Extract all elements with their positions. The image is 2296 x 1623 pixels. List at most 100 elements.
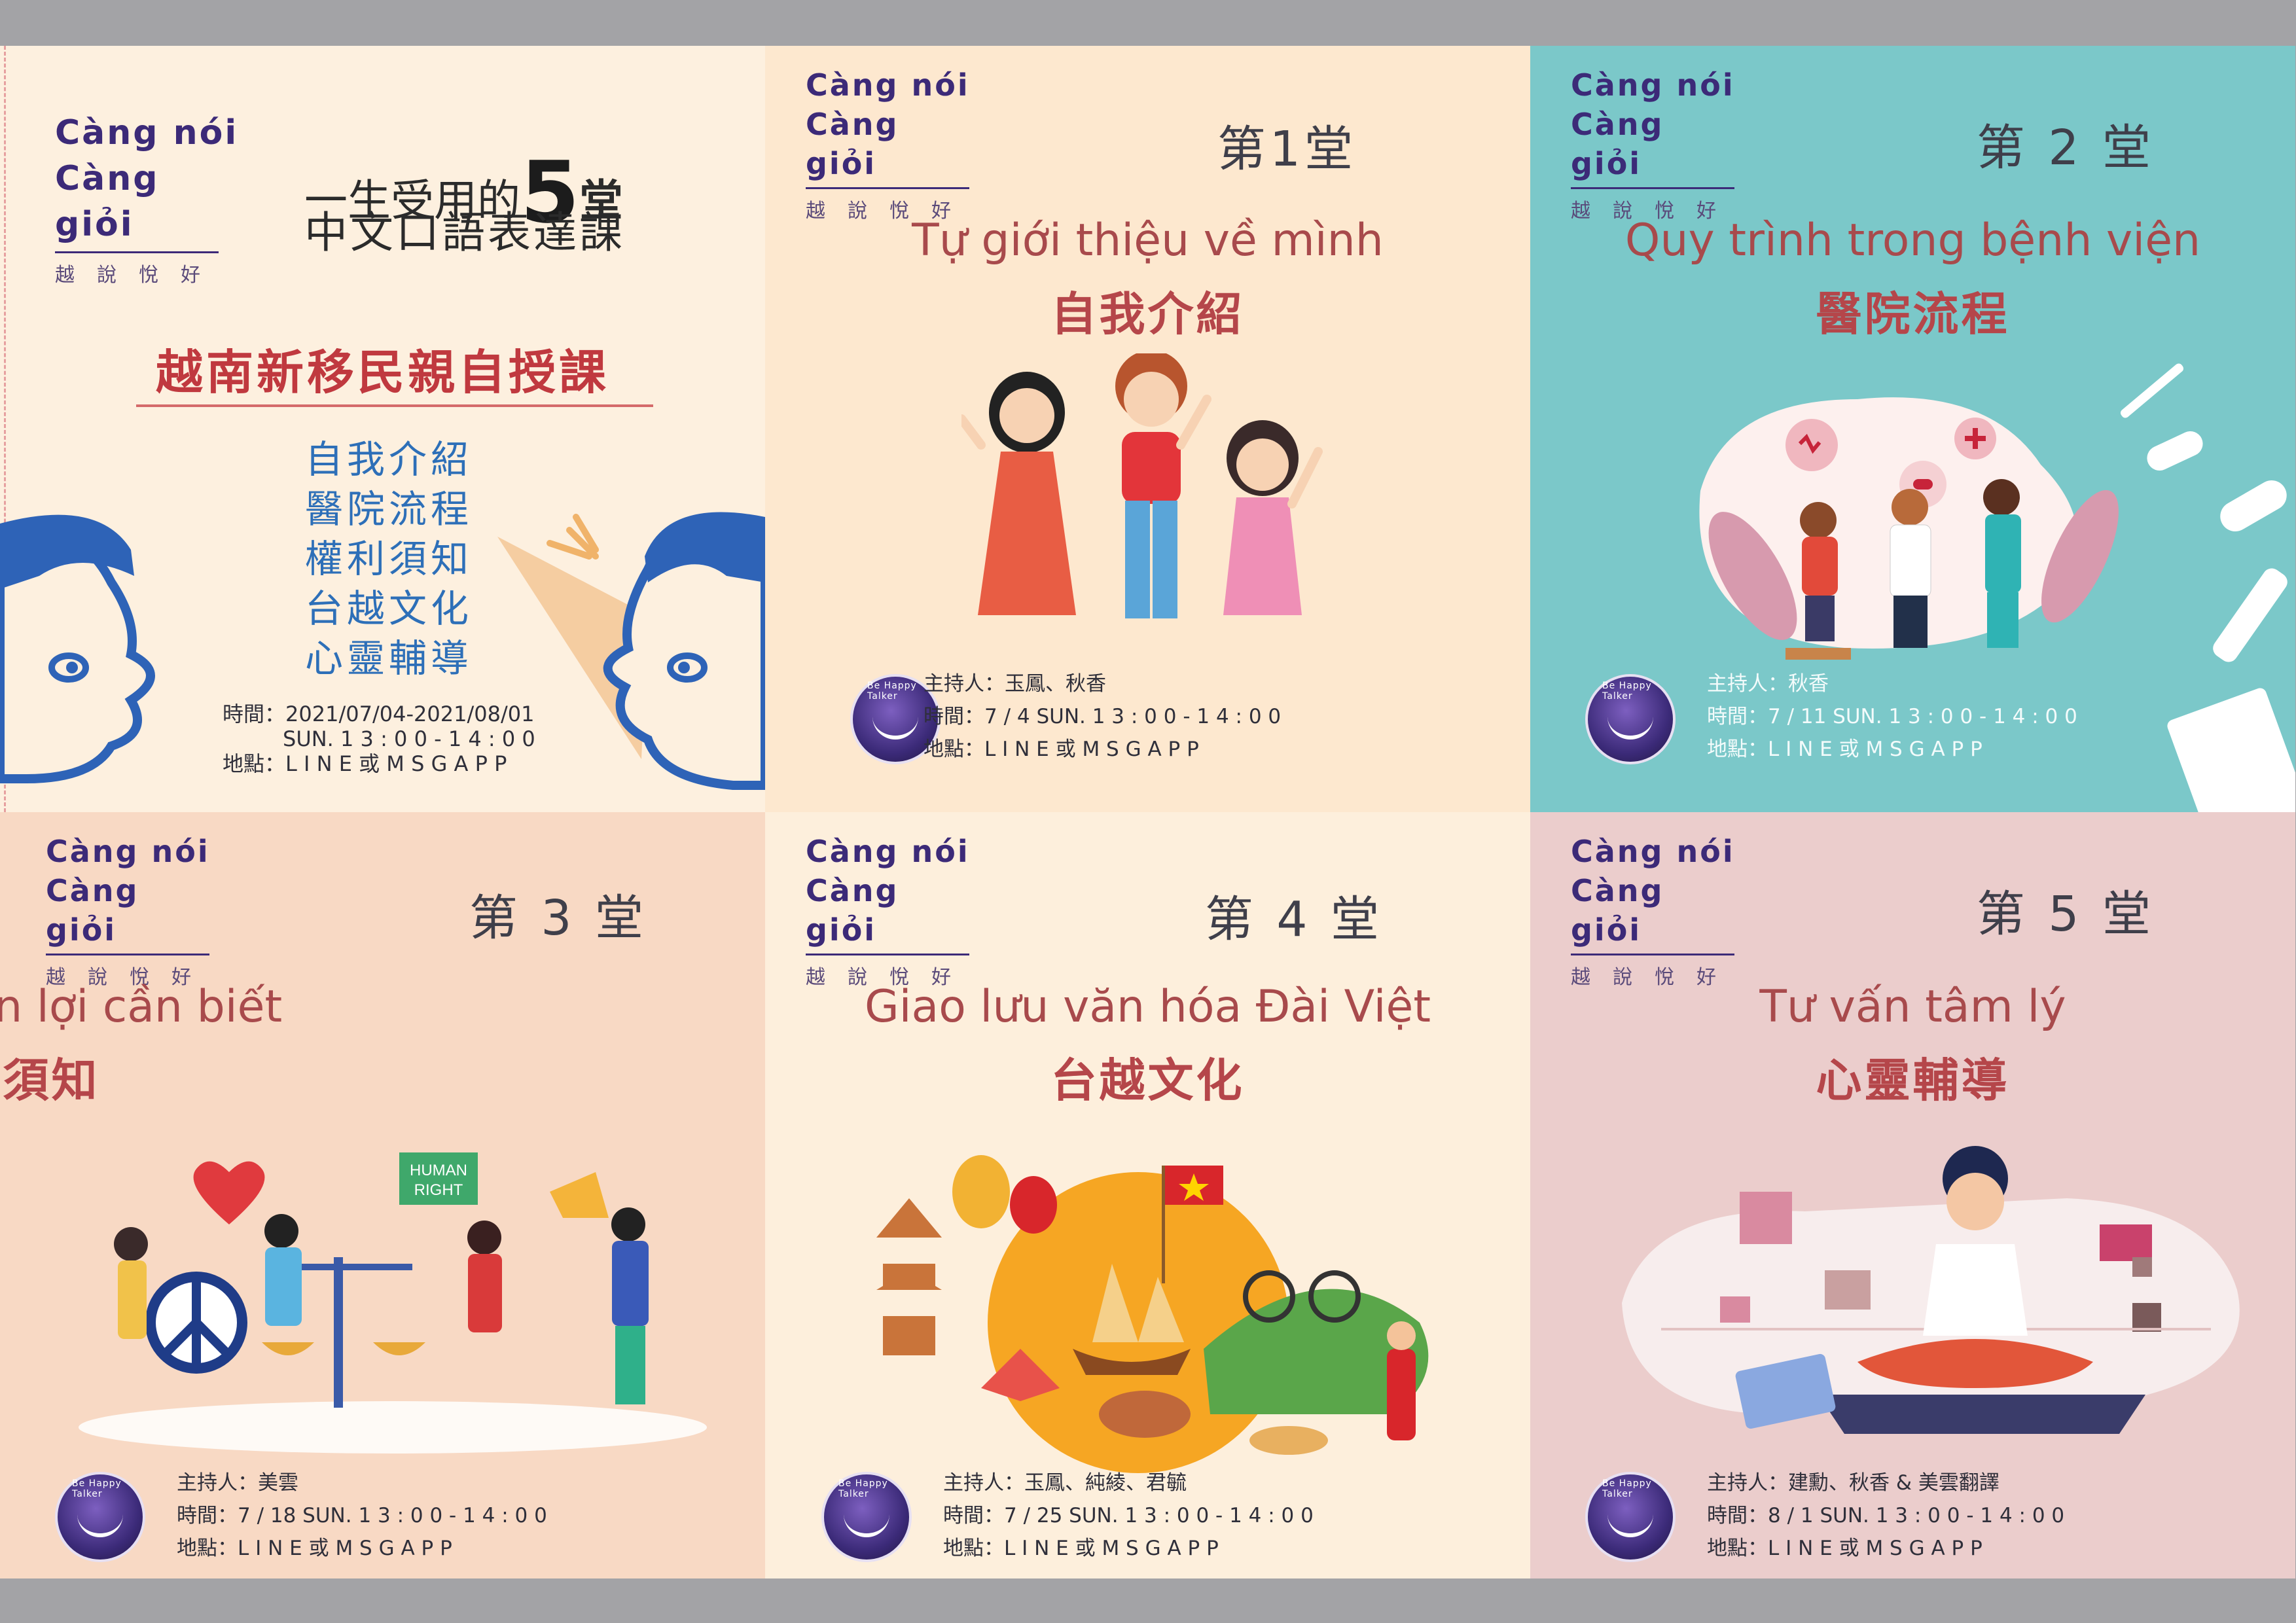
smile-icon bbox=[1607, 703, 1653, 740]
session-info: 主持人：秋香 時間：7 / 11 SUN. 1 3 : 0 0 - 1 4 : … bbox=[1707, 668, 2077, 766]
brand-sub: 越說悅好 bbox=[806, 966, 973, 989]
session-card-1: Càng nói Càng giỏi 越說悅好 第1堂 Tự giới thiệ… bbox=[765, 46, 1530, 812]
brand-rule bbox=[806, 187, 969, 189]
brand-rule bbox=[1571, 187, 1734, 189]
place-value: L I N E 或 M S G A P P bbox=[1768, 738, 1982, 761]
host-label: 主持人： bbox=[924, 672, 1005, 696]
place-value: L I N E 或 M S G A P P bbox=[285, 751, 507, 776]
place-label: 地點： bbox=[1707, 738, 1768, 761]
brand-rule bbox=[46, 954, 209, 955]
intro-title-num: 5 bbox=[520, 143, 580, 242]
happy-talker-badge: Be Happy Talker bbox=[821, 1472, 912, 1562]
place-label: 地點： bbox=[177, 1537, 238, 1560]
host-value: 美雲 bbox=[258, 1471, 298, 1495]
three-girls-illustration bbox=[961, 353, 1323, 618]
human-right-sign: HUMAN bbox=[410, 1162, 467, 1179]
time-value: 7 / 11 SUN. 1 3 : 0 0 - 1 4 : 0 0 bbox=[1768, 705, 2077, 728]
brand-sub: 越說悅好 bbox=[1571, 200, 1738, 223]
vn-title: Giao lưu văn hóa Đài Việt bbox=[864, 981, 1431, 1033]
poster-sheet: Càng nói Càng giỏi 越說悅好 一生受用的5堂 中文口語表達課 … bbox=[0, 46, 2296, 1578]
brand-line2: Càng giỏi bbox=[806, 873, 899, 948]
host-label: 主持人： bbox=[1707, 672, 1788, 696]
session-number: 第 3 堂 bbox=[469, 890, 647, 946]
topic-item: 心靈輔導 bbox=[305, 636, 473, 681]
brand-line1: Càng nói bbox=[806, 67, 970, 103]
host-value: 玉鳳、純綾、君毓 bbox=[1024, 1471, 1187, 1495]
time-value: 8 / 1 SUN. 1 3 : 0 0 - 1 4 : 0 0 bbox=[1768, 1504, 2065, 1527]
place-label: 地點： bbox=[943, 1537, 1004, 1560]
time-value: 2021/07/04-2021/08/01 bbox=[285, 702, 535, 726]
happy-talker-badge: Be Happy Talker bbox=[1585, 1472, 1676, 1562]
place-value: L I N E 或 M S G A P P bbox=[238, 1537, 452, 1560]
talking-faces-illustration bbox=[0, 512, 765, 790]
brand-line2: Càng giỏi bbox=[55, 159, 160, 244]
brand-rule bbox=[806, 954, 969, 955]
place-value: L I N E 或 M S G A P P bbox=[984, 738, 1199, 761]
intro-title-line2: 中文口語表達課 bbox=[304, 207, 625, 258]
time-value: 7 / 25 SUN. 1 3 : 0 0 - 1 4 : 0 0 bbox=[1004, 1504, 1314, 1527]
intro-headline: 越南新移民親自授課 bbox=[155, 345, 609, 400]
time-label: 時間： bbox=[1707, 1504, 1768, 1527]
intro-title-post: 堂 bbox=[579, 175, 623, 226]
time-label: 時間： bbox=[223, 702, 286, 726]
session-info: 主持人：玉鳳、秋香 時間：7 / 4 SUN. 1 3 : 0 0 - 1 4 … bbox=[924, 668, 1281, 766]
place-value: L I N E 或 M S G A P P bbox=[1768, 1537, 1982, 1560]
brand-sub: 越說悅好 bbox=[806, 200, 973, 223]
badge-text: Be Happy Talker bbox=[867, 681, 917, 702]
brand-line1: Càng nói bbox=[46, 834, 210, 869]
topic-item: 權利須知 bbox=[305, 537, 473, 581]
session-number: 第 4 堂 bbox=[1204, 891, 1383, 948]
headline-rule bbox=[136, 404, 653, 407]
brand-rule bbox=[55, 251, 219, 253]
time-label: 時間： bbox=[943, 1504, 1004, 1527]
smile-icon bbox=[77, 1501, 123, 1537]
time-value: 7 / 18 SUN. 1 3 : 0 0 - 1 4 : 0 0 bbox=[238, 1504, 547, 1527]
brand-logo: Càng nói Càng giỏi 越說悅好 bbox=[46, 832, 216, 990]
time-label: 時間： bbox=[1707, 705, 1768, 728]
brand-sub: 越說悅好 bbox=[1571, 966, 1738, 989]
happy-talker-badge: Be Happy Talker bbox=[1585, 674, 1676, 764]
brand-logo: Càng nói Càng giỏi 越說悅好 bbox=[55, 110, 251, 287]
zh-title: 權利須知 bbox=[0, 1054, 100, 1107]
vn-title: Tư vấn tâm lý bbox=[1759, 981, 2066, 1033]
svg-text:RIGHT: RIGHT bbox=[414, 1181, 463, 1199]
zh-title: 醫院流程 bbox=[1816, 287, 2010, 341]
badge-text: Be Happy Talker bbox=[1602, 1478, 1652, 1499]
happy-talker-badge: Be Happy Talker bbox=[850, 674, 941, 764]
session-info: 主持人：美雲 時間：7 / 18 SUN. 1 3 : 0 0 - 1 4 : … bbox=[177, 1467, 547, 1565]
badge-text: Be Happy Talker bbox=[838, 1478, 888, 1499]
host-label: 主持人： bbox=[1707, 1471, 1788, 1495]
topic-item: 自我介紹 bbox=[305, 437, 473, 482]
brand-line1: Càng nói bbox=[1571, 67, 1735, 103]
badge-text: Be Happy Talker bbox=[72, 1478, 122, 1499]
host-label: 主持人： bbox=[177, 1471, 258, 1495]
intro-card: Càng nói Càng giỏi 越說悅好 一生受用的5堂 中文口語表達課 … bbox=[0, 46, 765, 812]
brand-logo: Càng nói Càng giỏi 越說悅好 bbox=[1571, 832, 1741, 990]
topic-item: 台越文化 bbox=[305, 586, 473, 631]
brand-logo: Càng nói Càng giỏi 越說悅好 bbox=[806, 65, 976, 223]
time-value2: SUN. 1 3 : 0 0 - 1 4 : 0 0 bbox=[283, 726, 535, 751]
vn-title: Quy trình trong bệnh viện bbox=[1624, 215, 2201, 266]
place-value: L I N E 或 M S G A P P bbox=[1004, 1537, 1219, 1560]
session-number: 第 5 堂 bbox=[1976, 886, 2155, 942]
topic-list: 自我介紹 醫院流程 權利須知 台越文化 心靈輔導 bbox=[305, 435, 473, 683]
intro-info: 時間：2021/07/04-2021/08/01 SUN. 1 3 : 0 0 … bbox=[223, 702, 535, 776]
intro-title-pre: 一生受用的 bbox=[304, 175, 520, 226]
session-info: 主持人：玉鳳、純綾、君毓 時間：7 / 25 SUN. 1 3 : 0 0 - … bbox=[943, 1467, 1314, 1565]
session-card-3: Càng nói Càng giỏi 越說悅好 第 3 堂 Những quyề… bbox=[0, 812, 765, 1578]
happy-talker-badge: Be Happy Talker bbox=[55, 1472, 145, 1562]
brand-line1: Càng nói bbox=[806, 834, 970, 869]
time-label: 時間： bbox=[924, 705, 984, 728]
brand-line2: Càng giỏi bbox=[1571, 107, 1664, 181]
session-card-2: Càng nói Càng giỏi 越說悅好 第 2 堂 Quy trình … bbox=[1530, 46, 2295, 812]
vn-title: Tự giới thiệu về mình bbox=[912, 215, 1384, 266]
smile-icon bbox=[1607, 1501, 1653, 1537]
hospital-illustration bbox=[1699, 363, 2295, 812]
session-number: 第 2 堂 bbox=[1976, 120, 2155, 176]
brand-sub: 越說悅好 bbox=[55, 264, 223, 287]
brand-sub: 越說悅好 bbox=[46, 966, 213, 989]
topic-item: 醫院流程 bbox=[305, 487, 473, 531]
badge-text: Be Happy Talker bbox=[1602, 681, 1652, 702]
intro-title: 一生受用的5堂 bbox=[304, 143, 622, 242]
session-card-5: Càng nói Càng giỏi 越說悅好 第 5 堂 Tư vấn tâm… bbox=[1530, 812, 2295, 1578]
